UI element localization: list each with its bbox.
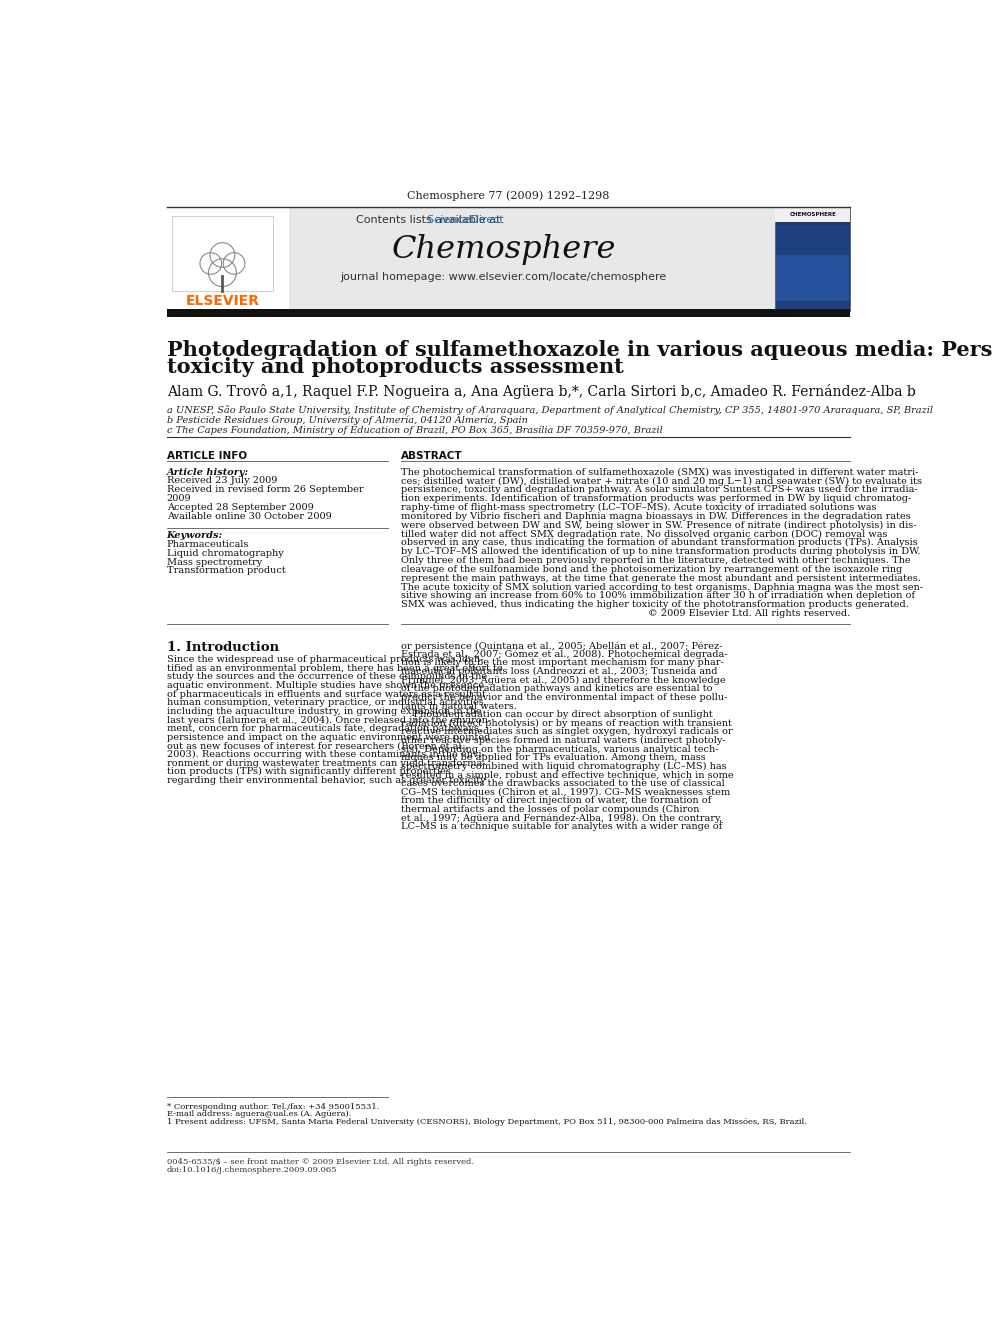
Text: tants in natural waters.: tants in natural waters. [402,701,517,710]
Text: monitored by Vibrio fischeri and Daphnia magna bioassays in DW. Differences in t: monitored by Vibrio fischeri and Daphnia… [402,512,912,521]
Text: observed in any case, thus indicating the formation of abundant transformation p: observed in any case, thus indicating th… [402,538,918,548]
Text: reactive intermediates such as singlet oxygen, hydroxyl radicals or: reactive intermediates such as singlet o… [402,728,733,737]
Text: Mass spectrometry: Mass spectrometry [167,557,262,566]
Text: study the sources and the occurrence of these compounds in the: study the sources and the occurrence of … [167,672,487,681]
Text: persistence, toxicity and degradation pathway. A solar simulator Suntest CPS+ wa: persistence, toxicity and degradation pa… [402,486,918,495]
Text: other reactive species formed in natural waters (indirect photoly-: other reactive species formed in natural… [402,736,726,745]
Text: Received in revised form 26 September: Received in revised form 26 September [167,486,363,495]
Bar [167,208,289,311]
Text: human consumption, veterinary practice, or industrial activities,: human consumption, veterinary practice, … [167,699,486,708]
Text: CHEMOSPHERE: CHEMOSPHERE [790,212,836,217]
Text: 1 Present address: UFSM, Santa Maria Federal University (CESNORS), Biology Depar: 1 Present address: UFSM, Santa Maria Fed… [167,1118,806,1126]
Text: Chemosphere: Chemosphere [392,234,616,265]
Text: tion experiments. Identification of transformation products was performed in DW : tion experiments. Identification of tran… [402,493,912,503]
Text: toxicity and photoproducts assessment: toxicity and photoproducts assessment [167,357,623,377]
Text: radiation (direct photolysis) or by means of reaction with transient: radiation (direct photolysis) or by mean… [402,718,732,728]
Text: represent the main pathways, at the time that generate the most abundant and per: represent the main pathways, at the time… [402,574,922,583]
Text: predict the behavior and the environmental impact of these pollu-: predict the behavior and the environment… [402,693,728,703]
Text: sitive showing an increase from 60% to 100% immobilization after 30 h of irradia: sitive showing an increase from 60% to 1… [402,591,916,601]
Text: resulted in a simple, robust and effective technique, which in some: resulted in a simple, robust and effecti… [402,770,734,779]
Text: Since the widespread use of pharmaceutical products was iden-: Since the widespread use of pharmaceutic… [167,655,483,664]
Text: maceutical pollutants loss (Andreozzi et al., 2003; Tusneida and: maceutical pollutants loss (Andreozzi et… [402,667,718,676]
Text: Alam G. Trovô a,1, Raquel F.P. Nogueira a, Ana Agüera b,*, Carla Sirtori b,c, Am: Alam G. Trovô a,1, Raquel F.P. Nogueira … [167,385,916,400]
Text: Only three of them had been previously reported in the literature, detected with: Only three of them had been previously r… [402,556,911,565]
Text: * Corresponding author. Tel./fax: +34 950015531.: * Corresponding author. Tel./fax: +34 95… [167,1103,379,1111]
Text: ronment or during wastewater treatments can yield transforma-: ronment or during wastewater treatments … [167,758,485,767]
Text: ABSTRACT: ABSTRACT [402,451,463,462]
Text: LC–MS is a technique suitable for analytes with a wider range of: LC–MS is a technique suitable for analyt… [402,823,723,831]
Text: Contents lists available at: Contents lists available at [356,214,504,225]
Text: Transformation product: Transformation product [167,566,286,576]
Text: Received 23 July 2009: Received 23 July 2009 [167,476,277,486]
Text: raphy-time of flight-mass spectrometry (LC–TOF–MS). Acute toxicity of irradiated: raphy-time of flight-mass spectrometry (… [402,503,877,512]
Text: The acute toxicity of SMX solution varied according to test organisms. Daphnia m: The acute toxicity of SMX solution varie… [402,582,924,591]
Text: 2003). Reactions occurring with these contaminants in the envi-: 2003). Reactions occurring with these co… [167,750,484,759]
Text: journal homepage: www.elsevier.com/locate/chemosphere: journal homepage: www.elsevier.com/locat… [340,271,667,282]
Text: persistence and impact on the aquatic environment were pointed: persistence and impact on the aquatic en… [167,733,490,742]
Text: Article history:: Article history: [167,467,249,476]
Bar [775,208,850,311]
Text: a UNESP, São Paulo State University, Institute of Chemistry of Araraquara, Depar: a UNESP, São Paulo State University, Ins… [167,405,932,415]
Bar [167,208,850,311]
Text: tion is likely to be the most important mechanism for many phar-: tion is likely to be the most important … [402,659,724,667]
Text: doi:10.1016/j.chemosphere.2009.09.065: doi:10.1016/j.chemosphere.2009.09.065 [167,1166,337,1174]
Text: The photochemical transformation of sulfamethoxazole (SMX) was investigated in d: The photochemical transformation of sulf… [402,467,919,476]
Text: c The Capes Foundation, Ministry of Education of Brazil, PO Box 365, Brasília DF: c The Capes Foundation, Ministry of Educ… [167,425,663,435]
Text: ment, concern for pharmaceuticals fate, degradation pathways,: ment, concern for pharmaceuticals fate, … [167,724,482,733]
Text: last years (Ialumera et al., 2004). Once released into the environ-: last years (Ialumera et al., 2004). Once… [167,716,491,725]
Bar [172,216,273,291]
Text: thermal artifacts and the losses of polar compounds (Chiron: thermal artifacts and the losses of pola… [402,804,699,814]
Text: ces; distilled water (DW), distilled water + nitrate (10 and 20 mg L−1) and seaw: ces; distilled water (DW), distilled wat… [402,476,923,486]
Text: Available online 30 October 2009: Available online 30 October 2009 [167,512,331,521]
Text: were observed between DW and SW, being slower in SW. Presence of nitrate (indire: were observed between DW and SW, being s… [402,521,917,529]
Text: ARTICLE INFO: ARTICLE INFO [167,451,247,462]
Text: of the photodegradation pathways and kinetics are essential to: of the photodegradation pathways and kin… [402,684,713,693]
Text: cases overcomes the drawbacks associated to the use of classical: cases overcomes the drawbacks associated… [402,779,725,789]
Text: aquatic environment. Multiple studies have shown the presence: aquatic environment. Multiple studies ha… [167,681,484,689]
Text: b Pesticide Residues Group, University of Almería, 04120 Almería, Spain: b Pesticide Residues Group, University o… [167,415,528,425]
Text: niques may be applied for TPs evaluation. Among them, mass: niques may be applied for TPs evaluation… [402,753,706,762]
Text: Pharmaceuticals: Pharmaceuticals [167,540,249,549]
Text: tion products (TPs) with significantly different properties: tion products (TPs) with significantly d… [167,767,450,777]
Text: ELSEVIER: ELSEVIER [186,294,260,308]
Text: 0045-6535/$ – see front matter © 2009 Elsevier Ltd. All rights reserved.: 0045-6535/$ – see front matter © 2009 El… [167,1158,473,1166]
Text: Frimmel, 2003; Agüera et al., 2005) and therefore the knowledge: Frimmel, 2003; Agüera et al., 2005) and … [402,676,726,685]
Text: © 2009 Elsevier Ltd. All rights reserved.: © 2009 Elsevier Ltd. All rights reserved… [648,609,850,618]
Text: or persistence (Quintana et al., 2005; Abellán et al., 2007; Pérez-: or persistence (Quintana et al., 2005; A… [402,642,723,651]
Text: cleavage of the sulfonamide bond and the photoisomerization by rearrangement of : cleavage of the sulfonamide bond and the… [402,565,903,574]
Text: Keywords:: Keywords: [167,531,223,540]
Text: Estrada et al., 2007; Gómez et al., 2008). Photochemical degrada-: Estrada et al., 2007; Gómez et al., 2008… [402,650,728,659]
Text: regarding their environmental behavior, such as greater toxicity: regarding their environmental behavior, … [167,775,485,785]
Text: CG–MS techniques (Chiron et al., 1997). CG–MS weaknesses stem: CG–MS techniques (Chiron et al., 1997). … [402,787,731,796]
Text: by LC–TOF–MS allowed the identification of up to nine transformation products du: by LC–TOF–MS allowed the identification … [402,548,921,556]
Text: of pharmaceuticals in effluents and surface waters as a result of: of pharmaceuticals in effluents and surf… [167,689,485,699]
Text: including the aquaculture industry, in growing expansion in the: including the aquaculture industry, in g… [167,706,481,716]
Text: from the difficulty of direct injection of water, the formation of: from the difficulty of direct injection … [402,796,711,806]
Text: Chemosphere 77 (2009) 1292–1298: Chemosphere 77 (2009) 1292–1298 [407,191,610,201]
Text: out as new focuses of interest for researchers (Boreen et al.,: out as new focuses of interest for resea… [167,741,467,750]
Text: sis). Depending on the pharmaceuticals, various analytical tech-: sis). Depending on the pharmaceuticals, … [402,745,719,754]
Bar [776,225,849,311]
Bar [776,255,849,302]
Text: Liquid chromatography: Liquid chromatography [167,549,284,558]
Text: 1. Introduction: 1. Introduction [167,642,279,654]
Text: spectrometry combined with liquid chromatography (LC–MS) has: spectrometry combined with liquid chroma… [402,762,727,771]
Text: SMX was achieved, thus indicating the higher toxicity of the phototransformation: SMX was achieved, thus indicating the hi… [402,601,910,610]
Text: E-mail address: aguera@ual.es (A. Agüera).: E-mail address: aguera@ual.es (A. Agüera… [167,1110,351,1118]
Text: ScienceDirect: ScienceDirect [322,214,504,225]
Text: et al., 1997; Agüera and Fernández-Alba, 1998). On the contrary,: et al., 1997; Agüera and Fernández-Alba,… [402,814,723,823]
Bar [775,208,850,222]
Text: 2009: 2009 [167,493,191,503]
Text: Photodegradation can occur by direct absorption of sunlight: Photodegradation can occur by direct abs… [402,710,713,720]
Text: tilled water did not affect SMX degradation rate. No dissolved organic carbon (D: tilled water did not affect SMX degradat… [402,529,888,538]
Text: Accepted 28 September 2009: Accepted 28 September 2009 [167,503,313,512]
Text: tified as an environmental problem, there has been a great effort to: tified as an environmental problem, ther… [167,664,502,672]
Bar [167,308,850,316]
Text: Photodegradation of sulfamethoxazole in various aqueous media: Persistence,: Photodegradation of sulfamethoxazole in … [167,340,992,360]
